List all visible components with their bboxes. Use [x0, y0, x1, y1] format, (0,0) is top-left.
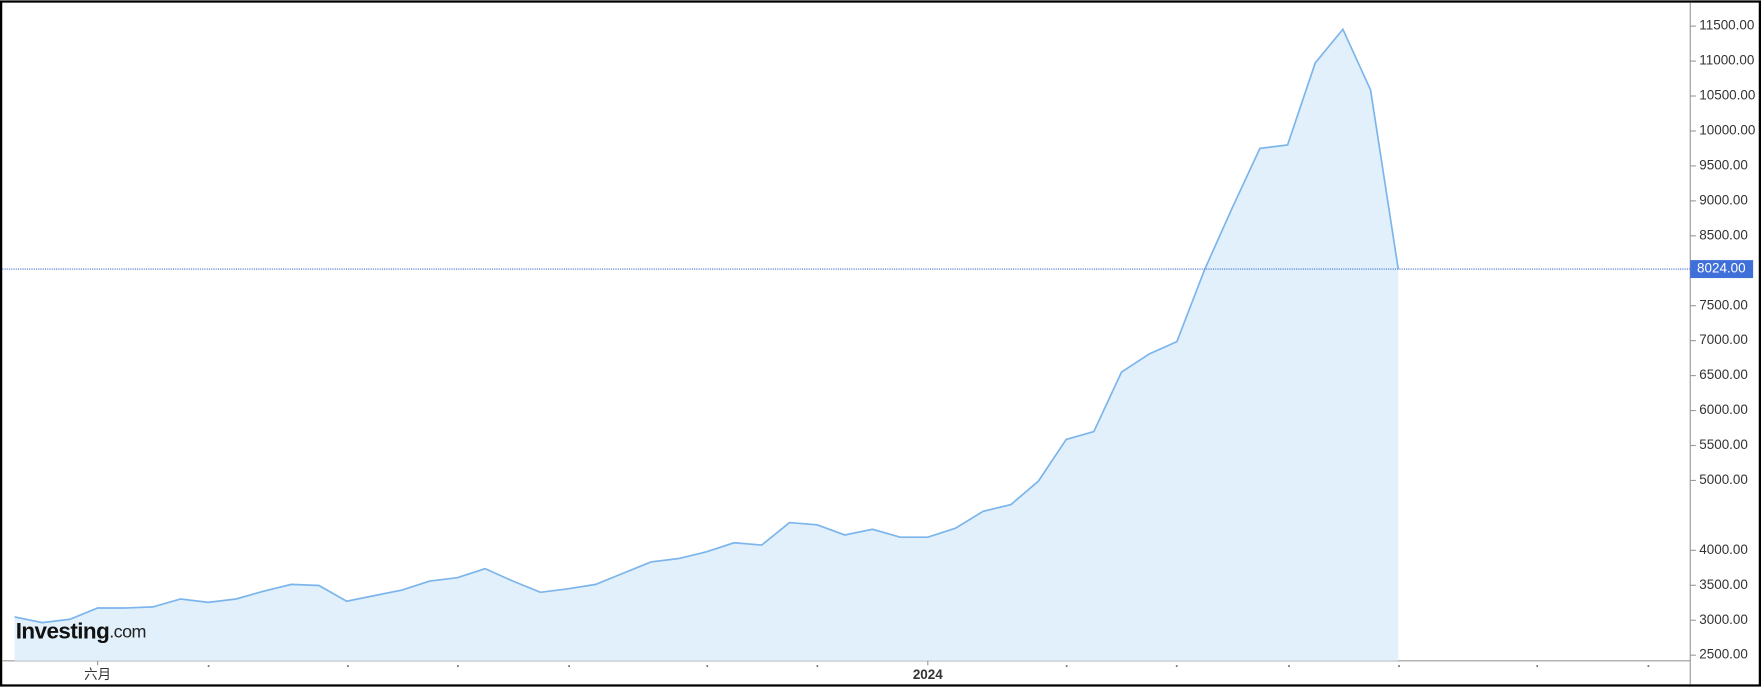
y-tick-label: 7000.00 — [1699, 332, 1748, 347]
y-tick-label: 10000.00 — [1699, 123, 1755, 138]
y-tick-label: 11500.00 — [1699, 18, 1754, 33]
y-tick-label: 10500.00 — [1699, 88, 1755, 103]
y-tick-label: 3000.00 — [1699, 612, 1748, 627]
x-tick-dots — [207, 665, 1650, 667]
x-dot — [1398, 665, 1400, 667]
x-dot — [1175, 665, 1178, 667]
y-tick-label: 8500.00 — [1699, 227, 1748, 242]
y-tick-label: 9500.00 — [1699, 157, 1748, 172]
x-dot — [1065, 665, 1068, 667]
y-tick-label: 3500.00 — [1699, 577, 1748, 592]
y-tick-label: 5500.00 — [1699, 437, 1748, 452]
x-dot — [816, 665, 819, 667]
y-tick-label: 9000.00 — [1699, 192, 1748, 207]
logo-suffix: .com — [109, 621, 146, 641]
x-dot — [1288, 665, 1290, 667]
last-price-label: 8024.00 — [1697, 261, 1746, 276]
x-dot — [568, 665, 570, 667]
last-price-box — [1690, 260, 1754, 279]
x-dot — [706, 665, 709, 667]
x-dot — [1536, 665, 1539, 667]
area-fill — [14, 29, 1399, 661]
y-tick-label: 4000.00 — [1699, 542, 1748, 557]
y-tick-label: 6500.00 — [1699, 367, 1748, 382]
y-tick-label: 7500.00 — [1699, 297, 1748, 312]
y-tick-label: 5000.00 — [1699, 472, 1748, 487]
logo: Investing.com — [16, 619, 146, 644]
x-dot — [457, 665, 459, 667]
line — [14, 27, 1400, 624]
x-tick-label: 六月 — [84, 667, 111, 682]
y-tick-label: 2500.00 — [1699, 647, 1748, 662]
logo-name: Investing — [16, 619, 110, 644]
y-tick-label: 6000.00 — [1699, 402, 1748, 417]
y-tick-label: 11000.00 — [1699, 53, 1754, 68]
x-dot — [1647, 665, 1650, 667]
x-dot — [347, 665, 349, 667]
x-tick-label: 2024 — [913, 667, 943, 682]
x-dot — [207, 665, 210, 667]
